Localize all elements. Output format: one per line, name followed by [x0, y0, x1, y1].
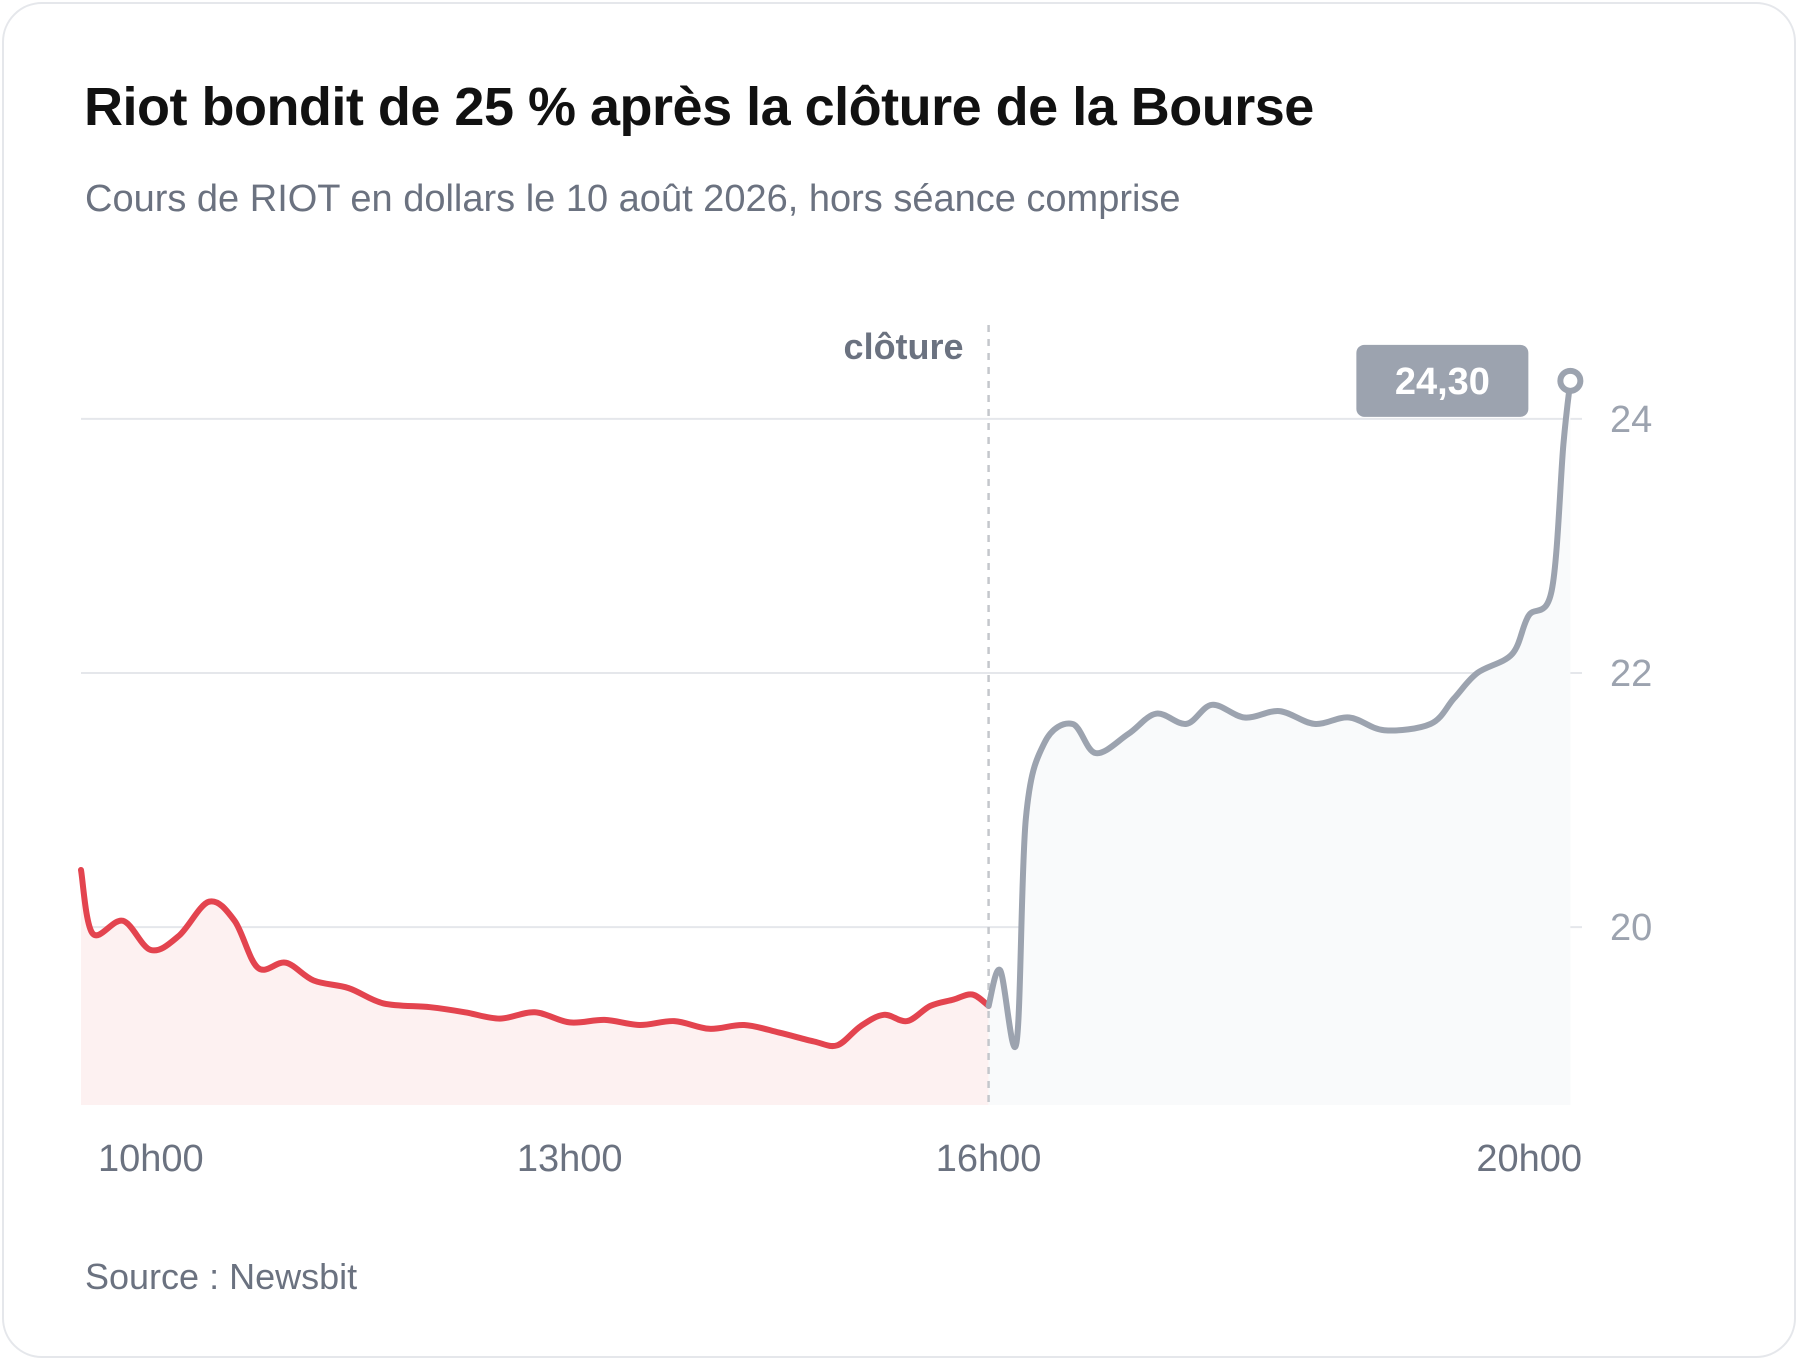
end-value-label: 24,30	[1395, 361, 1490, 403]
y-tick-label-22: 22	[1610, 653, 1652, 695]
close-marker: clôture	[844, 325, 990, 1105]
x-axis-ticks: 10h00 13h00 16h00 20h00	[98, 1138, 1582, 1180]
x-tick-label-10h00: 10h00	[98, 1138, 204, 1180]
x-tick-label-20h00: 20h00	[1476, 1138, 1582, 1180]
chart-source: Source : Newsbit	[85, 1256, 358, 1297]
y-tick-label-24: 24	[1610, 399, 1652, 441]
area-after_hours	[988, 380, 1571, 1105]
x-tick-label-13h00: 13h00	[517, 1138, 623, 1180]
price-lines	[78, 377, 1574, 1050]
y-axis-ticks: 20 22 24	[1610, 399, 1652, 949]
close-label: clôture	[844, 326, 964, 367]
chart-subtitle: Cours de RIOT en dollars le 10 août 2026…	[85, 178, 1181, 220]
end-point-marker	[1557, 367, 1584, 394]
line-regular	[78, 867, 992, 1050]
area-regular	[81, 870, 989, 1105]
line-after_hours	[985, 377, 1574, 1050]
x-tick-label-16h00: 16h00	[936, 1138, 1042, 1180]
end-value-badge: 24,30	[1356, 344, 1584, 417]
end-value-badge-bg	[1356, 344, 1529, 417]
chart-title: Riot bondit de 25 % après la clôture de …	[84, 77, 1314, 137]
area-fills	[81, 380, 1571, 1105]
y-tick-label-20: 20	[1610, 907, 1652, 949]
